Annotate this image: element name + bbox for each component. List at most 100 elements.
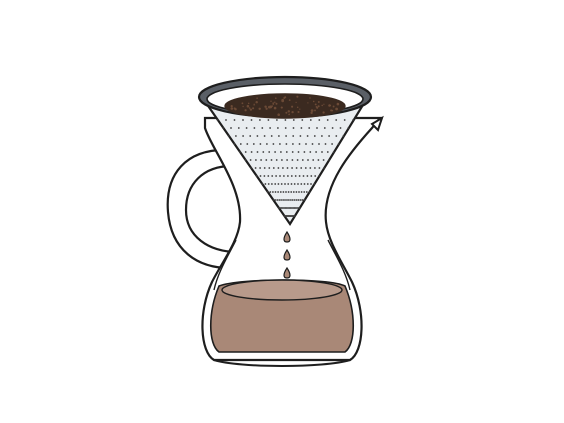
mesh-dot: [304, 167, 307, 169]
mesh-dot: [293, 183, 296, 185]
mesh-dot: [292, 135, 295, 137]
ground-particle: [253, 104, 255, 106]
mesh-dot: [318, 119, 321, 121]
mesh-dot: [300, 183, 303, 185]
mesh-dot: [296, 159, 299, 161]
mesh-dot: [311, 143, 314, 145]
mesh-dot: [303, 199, 306, 201]
mesh-dot: [309, 119, 312, 121]
mesh-dot: [280, 207, 283, 209]
mesh-dot: [294, 175, 297, 177]
mesh-dot: [242, 119, 244, 121]
mesh-dot: [244, 151, 247, 153]
mesh-dot: [239, 151, 241, 153]
ground-particle: [274, 101, 276, 104]
ground-particle: [247, 102, 250, 105]
ground-particle: [230, 104, 233, 108]
mesh-dot: [291, 159, 294, 161]
ground-particle: [312, 100, 315, 103]
mesh-dot: [285, 135, 287, 137]
ground-particle: [291, 105, 294, 108]
mesh-dot: [312, 159, 315, 161]
mesh-dot: [290, 199, 292, 201]
mesh-dot: [290, 183, 293, 185]
ground-particle: [281, 98, 285, 102]
mesh-dot: [230, 127, 232, 129]
mesh-dot: [292, 119, 295, 121]
mesh-dot: [302, 175, 305, 177]
mesh-dot: [300, 167, 303, 169]
mesh-dot: [278, 207, 280, 209]
mesh-dot: [263, 175, 266, 177]
mesh-dot: [313, 183, 316, 185]
ground-particle: [314, 109, 316, 112]
mesh-dot: [279, 143, 281, 145]
mesh-dot: [298, 175, 301, 177]
mesh-dot: [284, 199, 286, 201]
mesh-dot: [269, 127, 271, 129]
grounds-texture: [230, 95, 340, 116]
mesh-dot: [290, 175, 293, 177]
ground-particle: [321, 104, 323, 107]
carafe-base: [213, 359, 351, 367]
mesh-dot: [295, 191, 298, 193]
mesh-dot: [227, 135, 230, 137]
mesh-dot: [275, 175, 277, 177]
coffee-grounds: [224, 93, 346, 119]
mesh-dot: [267, 175, 270, 177]
mesh-dot: [306, 175, 309, 177]
ground-particle: [288, 113, 290, 116]
mesh-dot: [237, 127, 240, 129]
mesh-dot: [335, 119, 338, 121]
mesh-dot: [245, 127, 248, 129]
ground-particle: [234, 108, 237, 111]
mesh-dot: [292, 143, 294, 145]
ground-particle: [269, 105, 273, 109]
mesh-dot: [250, 151, 253, 153]
coffee-drop: [283, 230, 291, 243]
mesh-dot: [322, 159, 325, 161]
mesh-dot: [331, 127, 334, 129]
ground-particle: [332, 105, 335, 108]
ground-particle: [256, 97, 258, 99]
mesh-dot: [295, 167, 298, 169]
mesh-dot: [301, 159, 304, 161]
mesh-dot: [291, 167, 293, 169]
mesh-dot: [278, 135, 280, 137]
mesh-dot: [335, 135, 338, 137]
mesh-dot: [298, 143, 301, 145]
mesh-dot: [294, 215, 296, 217]
mesh-dot: [305, 143, 307, 145]
mesh-dot: [306, 135, 309, 137]
mesh-dot: [253, 127, 256, 129]
mesh-dot: [275, 159, 278, 161]
mesh-dot: [307, 159, 309, 161]
mesh-dot: [309, 151, 312, 153]
mesh-dot: [287, 207, 289, 209]
ground-particle: [291, 110, 294, 114]
ground-particle: [252, 107, 255, 110]
carafe: [201, 115, 384, 367]
mesh-dot: [300, 127, 303, 129]
mesh-dot: [315, 151, 317, 153]
mesh-dot: [285, 151, 288, 153]
mesh-dot: [313, 135, 316, 137]
mesh-dot: [347, 127, 350, 129]
mesh-dot: [303, 191, 306, 193]
mesh-dot: [316, 127, 318, 129]
mesh-dot: [256, 151, 259, 153]
ground-particle: [335, 107, 338, 111]
mesh-dot: [272, 191, 274, 193]
mesh-dot: [287, 191, 290, 193]
ground-particle: [248, 107, 251, 109]
mesh-dot: [310, 175, 313, 177]
mesh-dot: [339, 127, 342, 129]
mesh-dot: [326, 119, 329, 121]
mesh-dot: [255, 159, 257, 161]
mesh-dot: [280, 151, 282, 153]
mesh-dot: [270, 159, 273, 161]
mesh-dot: [321, 135, 323, 137]
mesh-dot: [279, 191, 282, 193]
ground-particle: [317, 105, 320, 108]
mesh-dot: [283, 175, 285, 177]
